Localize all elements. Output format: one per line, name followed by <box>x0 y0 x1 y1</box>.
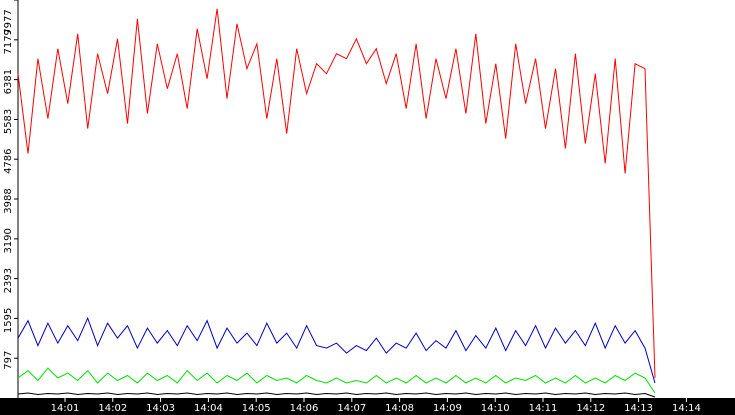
x-tick-label: 14:09 <box>433 403 462 414</box>
x-tick-label: 14:07 <box>337 403 366 414</box>
x-tick-label: 14:10 <box>481 403 510 414</box>
x-tick-label: 14:13 <box>624 403 653 414</box>
series-line <box>17 392 656 398</box>
series-line <box>17 316 656 384</box>
series-line <box>17 367 656 394</box>
y-tick-label: 797 <box>3 351 14 370</box>
x-tick-label: 14:06 <box>290 403 319 414</box>
y-tick-label: 3190 <box>3 228 14 253</box>
y-tick-label: 7179 <box>3 29 14 54</box>
x-tick-label: 14:04 <box>194 403 223 414</box>
x-tick-label: 14:03 <box>146 403 175 414</box>
x-tick-label: 14:12 <box>576 403 605 414</box>
y-tick-label: 1595 <box>3 308 14 333</box>
y-tick-label: 3988 <box>3 188 14 213</box>
x-tick-label: 14:08 <box>385 403 414 414</box>
x-tick-label: 14:05 <box>242 403 271 414</box>
y-tick-label: 2393 <box>3 268 14 293</box>
x-axis-bar <box>0 398 735 415</box>
y-tick-label: 4786 <box>3 148 14 173</box>
series-line <box>17 8 656 379</box>
x-tick-label: 14:02 <box>98 403 127 414</box>
y-tick-label: 7977 <box>3 9 14 34</box>
x-tick-label: 14:01 <box>51 403 80 414</box>
x-tick-label: 14:11 <box>529 403 558 414</box>
x-tick-label: 14:14 <box>672 403 701 414</box>
y-tick-label: 6381 <box>3 69 14 94</box>
y-tick-label: 5583 <box>3 109 14 134</box>
